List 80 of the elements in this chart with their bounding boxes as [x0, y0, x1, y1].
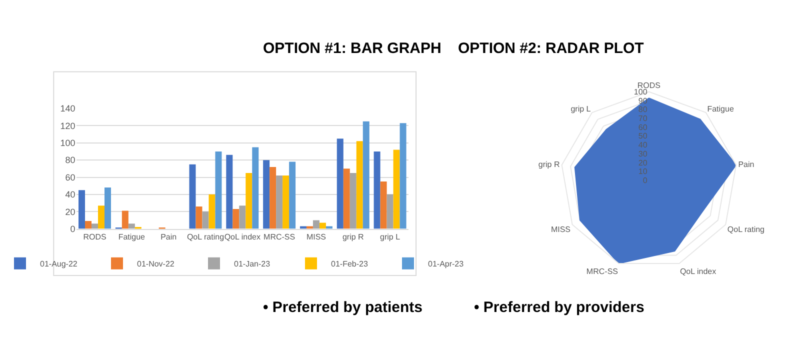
bar: [202, 212, 209, 229]
bar: [252, 147, 259, 229]
y-tick-label: 140: [60, 104, 76, 114]
y-tick-label: 50: [638, 132, 648, 141]
bar: [336, 138, 344, 229]
bar: [289, 162, 296, 229]
bar: [386, 194, 394, 229]
chart-title: OPTION #2: RADAR PLOT: [458, 40, 644, 57]
bar: [92, 224, 98, 229]
bar: [326, 226, 332, 229]
spoke-label: grip R: [538, 160, 560, 170]
bar: [356, 141, 363, 229]
bar: [215, 151, 222, 229]
bar: [232, 209, 240, 229]
y-tick-label: 80: [65, 155, 76, 166]
y-tick-label: 20: [65, 206, 76, 217]
bar: [85, 221, 92, 229]
x-tick-label: QoL index: [224, 232, 260, 242]
y-tick-label: 0: [70, 224, 76, 234]
legend-label: 01-Aug-22: [40, 259, 78, 268]
bar: [306, 226, 313, 229]
y-tick-label: 40: [65, 190, 76, 200]
legend-label: 01-Nov-22: [137, 259, 175, 268]
x-tick-label: MRC-SS: [264, 232, 296, 242]
bar: [276, 176, 283, 229]
legend-label: 01-Apr-23: [428, 259, 464, 268]
bar: [98, 206, 104, 229]
chart-title: OPTION #1: BAR GRAPH: [263, 40, 442, 57]
y-tick-label: 60: [638, 122, 648, 132]
y-tick-label: 20: [638, 158, 648, 168]
bar: [246, 172, 252, 229]
y-tick-label: 0: [642, 176, 648, 185]
bar: [196, 206, 202, 229]
bar: [350, 172, 356, 229]
bar: [380, 182, 387, 229]
bar: [104, 188, 111, 229]
y-tick-label: 120: [60, 120, 76, 131]
bar: [400, 123, 406, 229]
spoke-label: MRC-SS: [586, 266, 618, 276]
bar: [362, 121, 370, 229]
bar: [78, 190, 86, 229]
x-tick-label: RODS: [83, 232, 106, 242]
bar: [263, 160, 270, 229]
bar: [226, 154, 233, 229]
bar: [128, 224, 135, 229]
y-tick-label: 10: [638, 167, 648, 176]
x-tick-label: Pain: [160, 232, 177, 242]
spoke-label: MISS: [550, 225, 570, 234]
bar: [239, 206, 246, 229]
spoke-label: Pain: [738, 160, 754, 170]
x-tick-label: grip R: [342, 232, 364, 242]
legend-label: 01-Jan-23: [234, 259, 271, 268]
x-tick-label: grip L: [380, 232, 401, 242]
y-tick-label: 70: [638, 114, 648, 123]
x-tick-label: QoL rating: [186, 232, 224, 242]
y-tick-label: 60: [65, 172, 76, 182]
text: • Preferred by providers: [474, 299, 644, 316]
text: • Preferred by patients: [263, 299, 422, 316]
bar: [270, 166, 276, 229]
bar: [393, 150, 400, 229]
x-tick-label: Fatigue: [118, 232, 146, 242]
legend-label: 01-Feb-23: [331, 259, 368, 268]
x-tick-label: MISS: [306, 232, 326, 242]
bar: [189, 164, 196, 229]
y-tick-label: 100: [60, 138, 76, 148]
bar: [319, 222, 326, 229]
bar: [343, 168, 350, 229]
y-tick-label: 40: [638, 140, 648, 150]
spoke-label: QoL index: [680, 266, 716, 276]
y-tick-label: 30: [638, 149, 648, 158]
bar: [300, 226, 306, 229]
bar: [282, 176, 290, 229]
spoke-label: QoL rating: [727, 225, 764, 234]
bar: [208, 194, 216, 229]
bar: [312, 220, 320, 229]
y-tick-label: 80: [638, 105, 648, 114]
bar: [122, 210, 128, 229]
spoke-label: Fatigue: [707, 104, 734, 114]
spoke-label: grip L: [570, 104, 592, 114]
bar: [374, 151, 380, 229]
